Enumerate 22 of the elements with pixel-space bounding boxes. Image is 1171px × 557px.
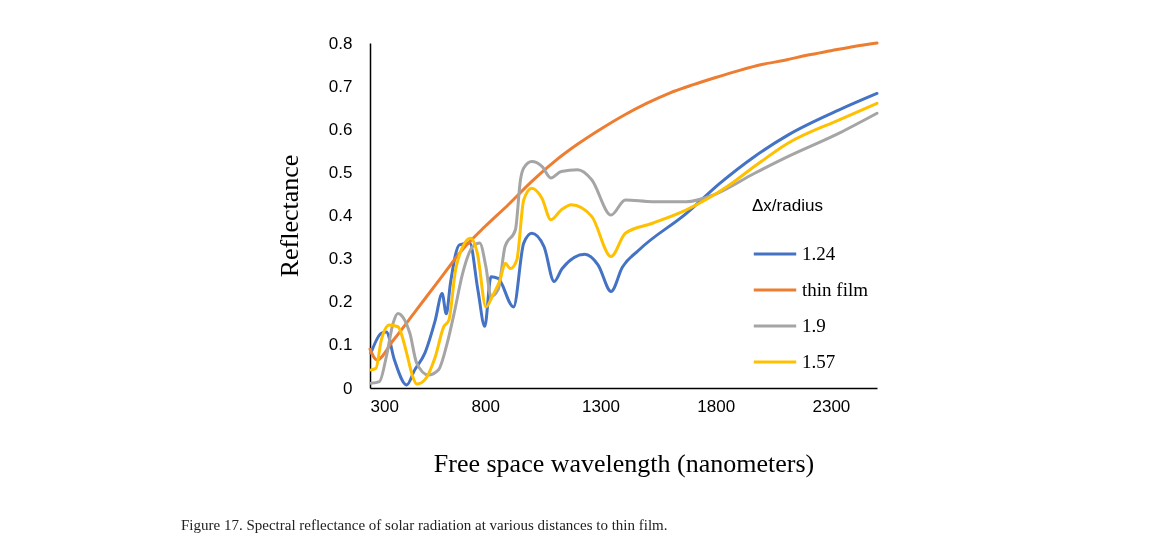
legend-label: 1.24: [802, 243, 836, 264]
y-tick-label: 0.2: [328, 292, 353, 312]
x-tick-label: 300: [370, 396, 399, 416]
legend-title: Δx/radius: [752, 196, 823, 215]
y-tick-label: 0: [343, 378, 353, 398]
legend-label: thin film: [802, 279, 869, 300]
legend-label: 1.57: [802, 351, 836, 372]
x-tick-label: 1800: [697, 396, 736, 416]
caption: Figure 17. Spectral reflectance of solar radiation at various distances to thin film.: [181, 517, 668, 534]
x-axis-title: Free space wavelength (nanometers): [433, 448, 815, 478]
y-tick-label: 0.8: [328, 33, 353, 53]
legend-label: 1.9: [802, 315, 826, 336]
y-tick-label: 0.4: [328, 206, 353, 225]
y-tick-label: 0.6: [328, 119, 353, 139]
y-tick-label: 0.3: [328, 249, 353, 269]
y-tick-label: 0.1: [328, 335, 353, 355]
y-tick-label: 0.5: [328, 162, 353, 182]
x-tick-label: 1300: [582, 396, 620, 416]
y-tick-label: 0.7: [328, 76, 353, 96]
y-axis-title: Reflectance: [274, 154, 304, 278]
x-tick-label: 800: [471, 396, 500, 416]
x-tick-label: 2300: [812, 396, 851, 416]
